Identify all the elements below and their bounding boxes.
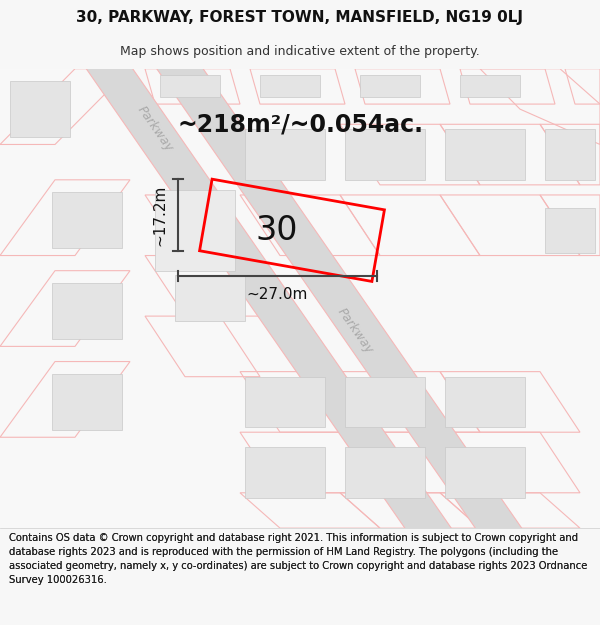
Polygon shape (155, 190, 235, 271)
Polygon shape (345, 377, 425, 427)
Polygon shape (10, 81, 70, 137)
Polygon shape (460, 75, 520, 97)
Text: 30: 30 (256, 214, 298, 247)
Text: Contains OS data © Crown copyright and database right 2021. This information is : Contains OS data © Crown copyright and d… (9, 533, 587, 585)
Polygon shape (245, 377, 325, 427)
Polygon shape (445, 377, 525, 427)
Polygon shape (345, 129, 425, 180)
Polygon shape (545, 208, 595, 253)
Polygon shape (445, 448, 525, 498)
Text: ~27.0m: ~27.0m (247, 287, 308, 302)
Polygon shape (52, 192, 122, 248)
Text: Parkway: Parkway (134, 104, 175, 154)
Polygon shape (116, 0, 600, 625)
Polygon shape (245, 448, 325, 498)
Polygon shape (260, 75, 320, 97)
Text: ~218m²/~0.054ac.: ~218m²/~0.054ac. (177, 112, 423, 136)
Polygon shape (0, 0, 464, 568)
Polygon shape (545, 129, 595, 180)
Polygon shape (52, 374, 122, 430)
Polygon shape (52, 283, 122, 339)
Polygon shape (360, 75, 420, 97)
Text: ~17.2m: ~17.2m (152, 184, 167, 246)
Polygon shape (445, 129, 525, 180)
Text: 30, PARKWAY, FOREST TOWN, MANSFIELD, NG19 0LJ: 30, PARKWAY, FOREST TOWN, MANSFIELD, NG1… (77, 9, 523, 24)
Text: Parkway: Parkway (335, 306, 376, 357)
Text: Map shows position and indicative extent of the property.: Map shows position and indicative extent… (120, 45, 480, 58)
Polygon shape (175, 275, 245, 321)
Polygon shape (345, 448, 425, 498)
Polygon shape (245, 129, 325, 180)
Polygon shape (160, 75, 220, 97)
Text: Contains OS data © Crown copyright and database right 2021. This information is : Contains OS data © Crown copyright and d… (9, 533, 587, 585)
